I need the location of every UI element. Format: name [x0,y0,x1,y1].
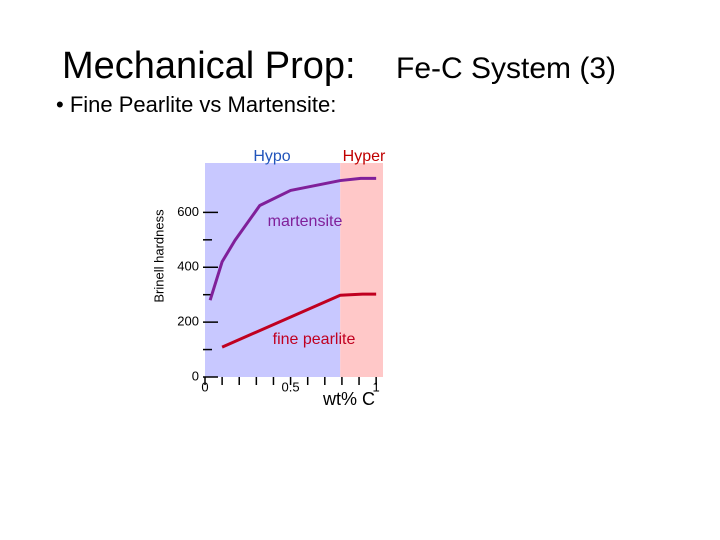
x-tick-label: 1 [373,379,380,394]
line [221,292,377,349]
series-label: martensite [268,213,343,230]
region-label: Hyper [343,148,386,165]
y-tick-label: 200 [177,314,199,329]
region [340,163,383,377]
slide-title-suffix: Fe-C System (3) [396,52,616,85]
line [208,176,377,301]
region-label: Hypo [253,148,290,165]
x-tick-label: 0 [201,379,208,394]
slide-title: Mechanical Prop: [62,45,356,87]
x-tick-label: 0.5 [282,379,300,394]
series-label: fine pearlite [273,331,356,348]
bullet: • Fine Pearlite vs Martensite: [56,92,336,117]
y-tick-label: 400 [177,259,199,274]
y-tick-label: 600 [177,204,199,219]
x-axis-label: wt% C [322,389,375,409]
y-axis-label: Brinell hardness [151,209,166,303]
y-tick-label: 0 [192,368,199,383]
